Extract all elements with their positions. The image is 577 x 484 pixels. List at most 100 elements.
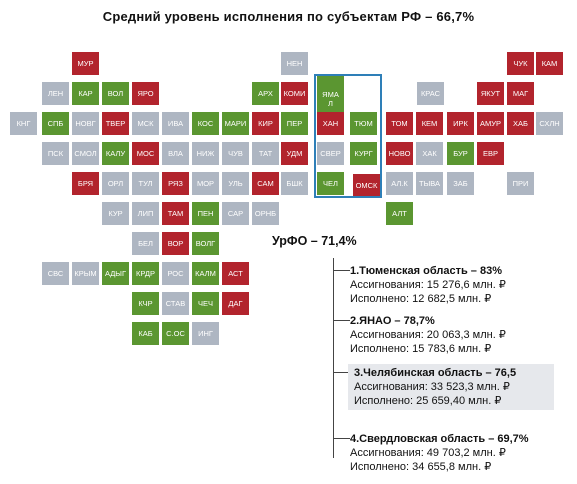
region-tile: ТАМ xyxy=(162,202,189,225)
region-tile: ТВЕР xyxy=(102,112,129,135)
region-tile: ХАН xyxy=(317,112,344,135)
region-tile: ВОЛГ xyxy=(192,232,219,255)
urfo-item-executed: Исполнено: 12 682,5 млн. ₽ xyxy=(350,293,492,305)
region-tile: ЯКУТ xyxy=(477,82,504,105)
region-tile: СТАВ xyxy=(162,292,189,315)
region-tile: ВОЛ xyxy=(102,82,129,105)
region-tile: СПБ xyxy=(42,112,69,135)
region-tile: АРХ xyxy=(252,82,279,105)
region-tile: ТЮМ xyxy=(350,112,377,135)
region-tile: КРЫМ xyxy=(72,262,99,285)
region-tile: АЛ.К xyxy=(386,172,413,195)
region-tile: АМУР xyxy=(477,112,504,135)
region-tile: ЧУК xyxy=(507,52,534,75)
urfo-item-3: 3.Челябинская область – 76,5 Ассигновани… xyxy=(348,364,554,410)
callout-connector xyxy=(333,258,334,458)
chart-title: Средний уровень исполнения по субъектам … xyxy=(102,9,475,24)
region-tile: УДМ xyxy=(281,142,308,165)
urfo-item-1: 1.Тюменская область – 83% Ассигнования: … xyxy=(350,264,560,306)
region-tile: МУР xyxy=(72,52,99,75)
urfo-item-title: 1.Тюменская область – 83% xyxy=(350,265,502,277)
region-tile: ПРИ xyxy=(507,172,534,195)
region-tile: ИВА xyxy=(162,112,189,135)
urfo-item-executed: Исполнено: 15 783,6 млн. ₽ xyxy=(350,343,492,355)
region-tile: БЕЛ xyxy=(132,232,159,255)
urfo-item-executed: Исполнено: 25 659,40 млн. ₽ xyxy=(354,395,502,407)
region-tile: КАМ xyxy=(536,52,563,75)
region-tile: ОРНБ xyxy=(252,202,279,225)
region-tile: ДАГ xyxy=(222,292,249,315)
region-tile: ЧУВ xyxy=(222,142,249,165)
region-tile: ПЕР xyxy=(281,112,308,135)
region-tile: КАЛМ xyxy=(192,262,219,285)
region-tile: ВЛА xyxy=(162,142,189,165)
region-tile: НИЖ xyxy=(192,142,219,165)
region-tile: МАГ xyxy=(507,82,534,105)
region-tile: КЧР xyxy=(132,292,159,315)
region-tile: КАБ xyxy=(132,322,159,345)
callout-tick xyxy=(333,372,350,373)
region-tile: БУР xyxy=(447,142,474,165)
region-tile: АСТ xyxy=(222,262,249,285)
region-tile: ИНГ xyxy=(192,322,219,345)
region-tile: ЧЕЧ xyxy=(192,292,219,315)
region-tile: ТЫВА xyxy=(416,172,443,195)
region-tile: ЗАБ xyxy=(447,172,474,195)
region-tile: РЯЗ xyxy=(162,172,189,195)
region-tile: НОВГ xyxy=(72,112,99,135)
urfo-item-2: 2.ЯНАО – 78,7% Ассигнования: 20 063,3 мл… xyxy=(350,314,560,356)
region-tile: АДЫГ xyxy=(102,262,129,285)
urfo-item-4: 4.Свердловская область – 69,7% Ассигнова… xyxy=(350,432,560,474)
region-tile: ПЕН xyxy=(192,202,219,225)
region-tile: ХАБ xyxy=(507,112,534,135)
region-tile: КНГ xyxy=(10,112,37,135)
urfo-item-allocation: Ассигнования: 20 063,3 млн. ₽ xyxy=(350,329,506,341)
region-tile: УЛЬ xyxy=(222,172,249,195)
region-tile: СМОЛ xyxy=(72,142,99,165)
region-tile: КРДР xyxy=(132,262,159,285)
region-tile: СВС xyxy=(42,262,69,285)
region-tile: ЯРО xyxy=(132,82,159,105)
region-tile: СХЛН xyxy=(536,112,563,135)
region-tile: ТОМ xyxy=(386,112,413,135)
region-tile: САР xyxy=(222,202,249,225)
region-tile: ПСК xyxy=(42,142,69,165)
region-tile: БШК xyxy=(281,172,308,195)
region-tile: МОР xyxy=(192,172,219,195)
urfo-item-executed: Исполнено: 34 655,8 млн. ₽ xyxy=(350,461,492,473)
region-tile: ЛИП xyxy=(132,202,159,225)
urfo-item-title: 2.ЯНАО – 78,7% xyxy=(350,315,435,327)
region-tile: КОС xyxy=(192,112,219,135)
region-tile: ОМСК xyxy=(353,174,380,197)
region-tile: ХАК xyxy=(416,142,443,165)
callout-tick xyxy=(333,438,350,439)
region-tile: МАРИ xyxy=(222,112,249,135)
urfo-item-allocation: Ассигнования: 15 276,6 млн. ₽ xyxy=(350,279,506,291)
region-tile: АЛТ xyxy=(386,202,413,225)
region-tile: ВОР xyxy=(162,232,189,255)
region-tile: КЕМ xyxy=(416,112,443,135)
region-tile: С.ОС xyxy=(162,322,189,345)
region-tile: ИРК xyxy=(447,112,474,135)
urfo-item-allocation: Ассигнования: 49 703,2 млн. ₽ xyxy=(350,447,506,459)
region-tile: КАР xyxy=(72,82,99,105)
region-tile: ЛЕН xyxy=(42,82,69,105)
urfo-item-allocation: Ассигнования: 33 523,3 млн. ₽ xyxy=(354,381,510,393)
region-tile: ТАТ xyxy=(252,142,279,165)
region-tile: ОРЛ xyxy=(102,172,129,195)
region-tile: САМ xyxy=(252,172,279,195)
region-tile: НЕН xyxy=(281,52,308,75)
urfo-item-title: 4.Свердловская область – 69,7% xyxy=(350,433,529,445)
region-tile: КАЛУ xyxy=(102,142,129,165)
region-tile: БРЯ xyxy=(72,172,99,195)
region-tile: КИР xyxy=(252,112,279,135)
region-tile: ЕВР xyxy=(477,142,504,165)
region-tile: РОС xyxy=(162,262,189,285)
urfo-title: УрФО – 71,4% xyxy=(272,234,357,248)
region-tile: КУРГ xyxy=(350,142,377,165)
callout-tick xyxy=(333,270,350,271)
region-tile: ТУЛ xyxy=(132,172,159,195)
region-tile: КУР xyxy=(102,202,129,225)
region-tile: СВЕР xyxy=(317,142,344,165)
region-tile: КОМИ xyxy=(281,82,308,105)
